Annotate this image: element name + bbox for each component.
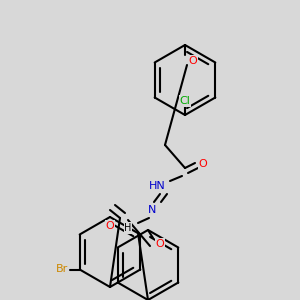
Text: O: O: [106, 221, 114, 231]
Text: O: O: [199, 159, 207, 169]
Text: Cl: Cl: [180, 96, 190, 106]
Text: O: O: [156, 239, 164, 249]
Text: H: H: [124, 223, 132, 233]
Text: HN: HN: [148, 181, 165, 191]
Text: N: N: [148, 205, 156, 215]
Text: O: O: [189, 56, 197, 66]
Text: Br: Br: [56, 265, 68, 275]
